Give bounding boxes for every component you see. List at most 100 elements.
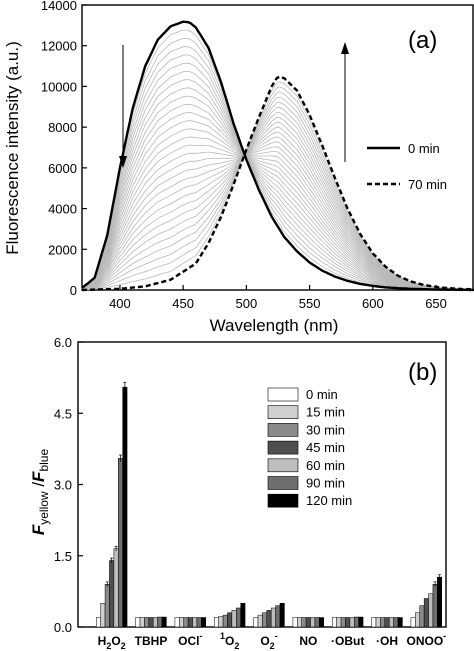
arrow-up-head	[341, 42, 349, 54]
bar-30-min	[144, 617, 150, 628]
intermediate-spectrum	[81, 136, 474, 291]
legend-swatch	[267, 458, 299, 473]
bar-0-min	[174, 617, 180, 628]
bar-0-min	[292, 617, 298, 628]
panel-a-ticks: 400 450 500 550 600 650 0 2000 4000 6000 8000 10000…	[41, 0, 447, 311]
legend-label: 0 min	[306, 387, 338, 402]
bar-0-min	[135, 617, 141, 628]
bar-15-min	[100, 603, 106, 628]
x-tick-label: 450	[172, 296, 194, 311]
legend-label: 90 min	[306, 476, 345, 491]
legend-swatch	[267, 493, 299, 508]
bar-30-min	[222, 614, 228, 628]
bar-120-min	[437, 576, 442, 628]
bar-60-min	[428, 593, 434, 628]
x-tick-label: 400	[109, 296, 131, 311]
bar-45-min	[148, 617, 154, 628]
x-tick-label: 500	[236, 296, 258, 311]
bar-90-min	[157, 616, 163, 628]
bar-120-min	[122, 386, 128, 628]
bar-30-min	[340, 617, 346, 628]
intermediate-spectrum	[81, 95, 474, 291]
y-tick-label: 2000	[48, 242, 77, 257]
panel-a-legend: 0 min 70 min	[367, 141, 447, 192]
legend-label: 45 min	[306, 440, 345, 455]
bar-120-min	[319, 617, 324, 628]
bar-90-min	[118, 458, 123, 628]
panel-b-plot-frame	[77, 341, 447, 628]
bar-0-min	[371, 617, 377, 628]
bar-15-min	[179, 617, 184, 628]
bar-120-min	[161, 616, 167, 628]
panel-a: 400 450 500 550 600 650 0 2000 4000 6000 8000 10000…	[3, 0, 474, 335]
bar-30-min	[301, 617, 307, 628]
category-label: ONOO-	[406, 631, 446, 648]
y-tick-label: 8000	[48, 120, 77, 135]
intermediate-spectrum	[81, 81, 474, 291]
bar-60-min	[270, 607, 276, 628]
panel-a-label: (a)	[408, 27, 437, 54]
bar-0-min	[96, 617, 101, 628]
y-tick-label: 6.0	[54, 335, 72, 350]
bar-45-min	[384, 617, 390, 628]
bar-120-min	[240, 603, 246, 628]
bar-60-min	[152, 617, 158, 628]
series-70-min	[81, 75, 474, 292]
category-label: ·OH	[376, 634, 398, 648]
category-label: ·OBut	[331, 634, 364, 648]
bar-90-min	[236, 607, 241, 628]
bar-15-min	[218, 616, 224, 628]
y-tick-label: 12000	[41, 39, 77, 54]
bar-45-min	[266, 610, 272, 628]
y-tick-label: 14000	[41, 0, 77, 13]
y-tick-label: 10000	[41, 79, 77, 94]
panel-b-bars	[96, 381, 442, 628]
intermediate-spectrum	[81, 136, 474, 290]
y-tick-label: 1.5	[54, 549, 72, 564]
legend-label: 60 min	[306, 458, 345, 473]
panel-b-y-axis-title: Fyellow /Fblue	[29, 449, 51, 536]
y-tick-label: 0.0	[54, 620, 72, 635]
bar-90-min	[354, 616, 359, 628]
panel-b-category-labels: H2O2 TBHP OCl- 1O2 O2- NO ·OBut ·OH ONOO-	[98, 631, 447, 651]
panel-b-legend: 0 min 15 min 30 min 45 min 60 min 90 min 120 m…	[267, 387, 352, 508]
panel-b-label: (b)	[408, 359, 437, 386]
y-tick-label: 6000	[48, 161, 77, 176]
bar-90-min	[432, 584, 438, 628]
bar-90-min	[275, 605, 281, 628]
category-label: O2-	[260, 631, 277, 651]
bar-0-min	[410, 617, 416, 628]
bar-15-min	[257, 614, 263, 628]
bar-45-min	[305, 617, 311, 628]
y-tick-label: 4.5	[54, 406, 72, 421]
legend-label: 120 min	[306, 493, 352, 508]
panel-a-plot-frame	[81, 4, 474, 291]
legend-label: 30 min	[306, 422, 345, 437]
panel-a-curves	[81, 20, 474, 292]
bar-30-min	[419, 605, 425, 628]
x-tick-label: 650	[425, 296, 447, 311]
panel-b: 0.0 1.5 3.0 4.5 6.0 H2O2 TBHP OCl- 1O2 O2- NO ·OBu…	[29, 335, 447, 651]
bar-15-min	[336, 617, 342, 628]
legend-swatch	[267, 423, 299, 437]
bar-90-min	[393, 617, 399, 628]
legend-label-70-min: 70 min	[408, 177, 447, 192]
panel-b-ticks: 0.0 1.5 3.0 4.5 6.0	[54, 335, 427, 635]
bar-60-min	[349, 617, 355, 628]
bar-15-min	[139, 617, 145, 628]
bar-15-min	[297, 617, 302, 628]
y-tick-label: 3.0	[54, 478, 72, 493]
category-label: OCl-	[178, 631, 202, 648]
bar-0-min	[214, 617, 219, 628]
bar-45-min	[187, 617, 193, 628]
x-tick-label: 600	[362, 296, 384, 311]
bar-60-min	[113, 548, 119, 628]
bar-45-min	[423, 598, 429, 628]
bar-60-min	[388, 617, 394, 628]
bar-30-min	[104, 584, 110, 628]
intermediate-spectrum	[81, 111, 474, 290]
panel-a-y-axis-title: Fluorescence intensity (a.u.)	[3, 41, 22, 255]
legend-swatch	[267, 440, 299, 455]
intermediate-spectrum	[81, 112, 474, 291]
